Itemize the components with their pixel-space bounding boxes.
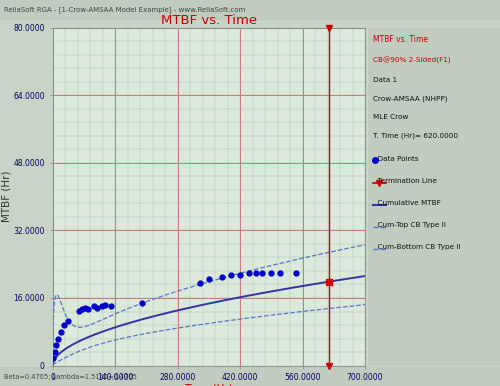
Y-axis label: MTBF (Hr): MTBF (Hr) (2, 171, 12, 222)
Text: ReliaSoft RGA - [1-Crow-AMSAA Model Example] - www.ReliaSoft.com: ReliaSoft RGA - [1-Crow-AMSAA Model Exam… (4, 7, 245, 14)
Text: MTBF vs. Time: MTBF vs. Time (373, 35, 428, 44)
Text: Data 1: Data 1 (373, 77, 397, 83)
Text: Beta=0.4705; Lambda=1.5140=0.4705: Beta=0.4705; Lambda=1.5140=0.4705 (4, 374, 137, 380)
Text: Cum-Top CB Type II: Cum-Top CB Type II (373, 222, 446, 228)
Text: Cum-Bottom CB Type II: Cum-Bottom CB Type II (373, 244, 460, 250)
X-axis label: Time (Hr): Time (Hr) (184, 384, 233, 386)
Text: MLE Crow: MLE Crow (373, 114, 408, 120)
Text: CB@90% 2-Sided(F1): CB@90% 2-Sided(F1) (373, 56, 450, 64)
Text: T. Time (Hr)= 620.0000: T. Time (Hr)= 620.0000 (373, 132, 458, 139)
Title: MTBF vs. Time: MTBF vs. Time (160, 14, 257, 27)
Text: Crow-AMSAA (NHPP): Crow-AMSAA (NHPP) (373, 95, 448, 102)
Text: Cumulative MTBF: Cumulative MTBF (373, 200, 440, 206)
Text: Data Points: Data Points (373, 156, 418, 162)
Text: Termination Line: Termination Line (373, 178, 436, 184)
